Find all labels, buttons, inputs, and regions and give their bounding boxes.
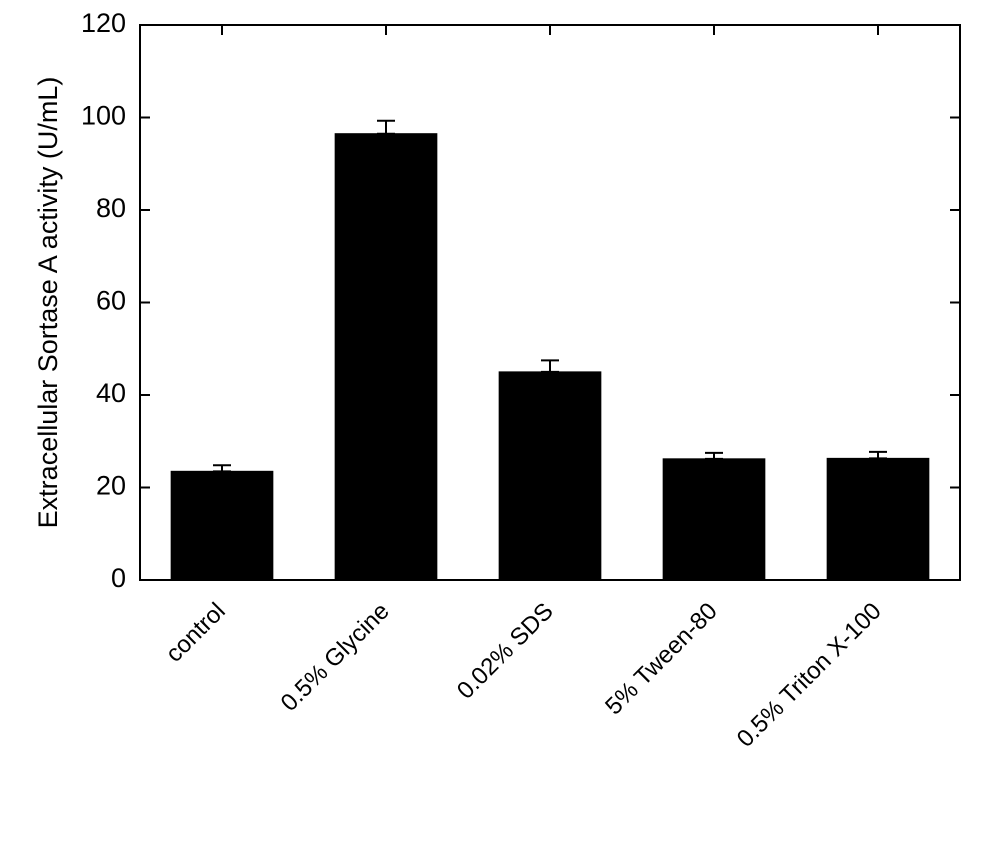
y-axis-label: Extracellular Sortase A activity (U/mL): [33, 77, 63, 529]
y-tick-label: 60: [96, 286, 126, 316]
y-tick-label: 20: [96, 471, 126, 501]
y-tick-label: 0: [111, 563, 126, 593]
y-tick-label: 100: [81, 101, 126, 131]
y-tick-label: 40: [96, 378, 126, 408]
chart-svg: 0 20 40 60 80 100 120 Extracellular Sortase A a…: [0, 0, 1000, 849]
bar: [663, 459, 765, 580]
bar: [171, 471, 273, 580]
bar: [499, 372, 601, 580]
y-tick-label: 120: [81, 8, 126, 38]
bar: [827, 458, 929, 580]
bar: [335, 134, 437, 580]
y-tick-label: 80: [96, 193, 126, 223]
bar-chart: 0 20 40 60 80 100 120 Extracellular Sortase A a…: [0, 0, 1000, 849]
